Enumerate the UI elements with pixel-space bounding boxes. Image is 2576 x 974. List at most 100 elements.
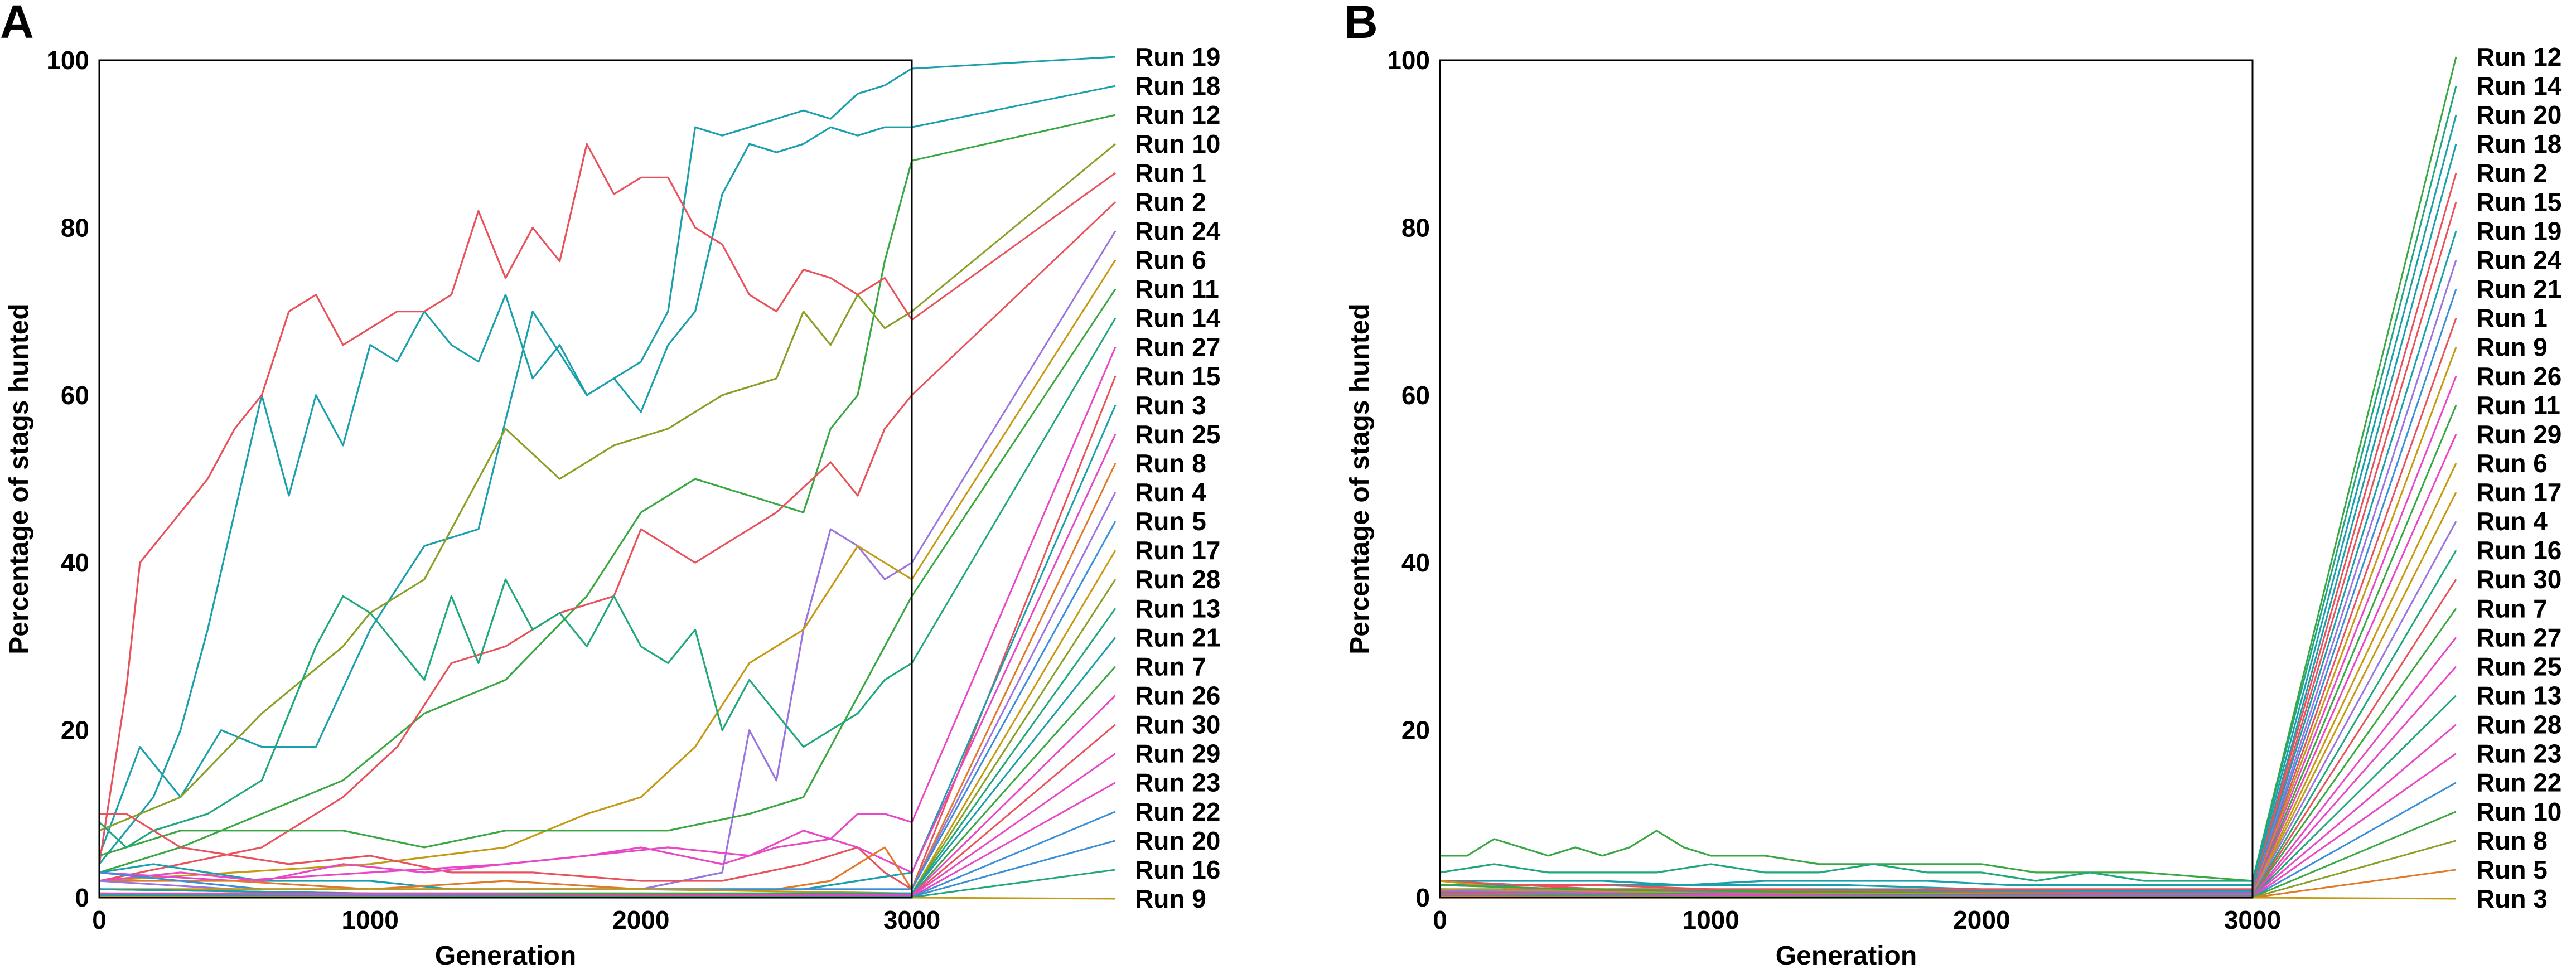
y-tick-label: 100 [46, 46, 89, 75]
series-label-run-12: Run 12 [2476, 42, 2561, 71]
legend-connector [911, 724, 1116, 897]
series-label-run-2: Run 2 [1135, 187, 1206, 216]
y-tick-label: 0 [1415, 883, 1430, 912]
series-line-run-27 [99, 813, 912, 882]
legend-connector [911, 840, 1116, 898]
series-label-run-6: Run 6 [1135, 245, 1206, 274]
legend-connector [911, 201, 1117, 396]
y-tick-label: 40 [1401, 548, 1430, 577]
legend-connector [911, 405, 1117, 873]
legend-connector [911, 434, 1117, 873]
legend-connector [2251, 289, 2457, 893]
legend-connector [911, 521, 1117, 890]
x-tick-label: 2000 [612, 905, 669, 934]
y-tick-label: 60 [61, 381, 89, 410]
legend-connector [2251, 172, 2457, 890]
series-label-run-30: Run 30 [2476, 565, 2561, 594]
legend-connector [2252, 724, 2457, 898]
legend-connector [2251, 114, 2457, 885]
legend-connector [2251, 56, 2457, 881]
legend-connector [911, 347, 1117, 823]
series-label-run-14: Run 14 [2476, 71, 2562, 100]
series-label-run-19: Run 19 [1135, 42, 1220, 71]
series-label-run-22: Run 22 [2476, 768, 2561, 797]
legend-connector [911, 288, 1117, 597]
series-line-run-1 [98, 143, 913, 865]
series-line-run-11 [99, 595, 913, 857]
series-line-run-6 [99, 545, 912, 882]
y-tick-label: 20 [61, 716, 89, 745]
legend-connector [2251, 434, 2457, 895]
legend-connector [2251, 608, 2457, 897]
series-line-run-24 [99, 528, 912, 890]
series-label-run-29: Run 29 [1135, 739, 1220, 768]
series-label-run-23: Run 23 [1135, 768, 1220, 797]
series-label-run-7: Run 7 [2476, 594, 2548, 623]
series-line-run-10 [99, 294, 912, 832]
x-tick-label: 3000 [883, 905, 940, 934]
x-tick-label: 0 [92, 905, 107, 934]
series-label-run-2: Run 2 [2476, 158, 2548, 187]
series-line-run-19 [98, 67, 912, 856]
legend-connector [2251, 376, 2457, 894]
series-label-run-4: Run 4 [1135, 478, 1206, 507]
y-axis-label: Percentage of stags hunted [1345, 303, 1375, 654]
series-label-run-27: Run 27 [2476, 623, 2561, 652]
series-label-run-3: Run 3 [2476, 884, 2548, 913]
legend-connector [911, 376, 1117, 890]
series-label-run-25: Run 25 [2476, 652, 2561, 681]
series-label-run-4: Run 4 [2476, 507, 2548, 536]
series-line-run-20 [1440, 880, 2253, 886]
x-tick-label: 1000 [341, 905, 398, 934]
series-label-run-9: Run 9 [2476, 333, 2548, 362]
panel-letter: B [1344, 0, 1378, 48]
series-label-run-21: Run 21 [2476, 275, 2561, 304]
legend-connector [911, 695, 1117, 896]
series-label-run-14: Run 14 [1135, 304, 1221, 333]
y-axis-label: Percentage of stags hunted [4, 303, 34, 654]
legend-connector [2251, 666, 2457, 898]
legend-connector [2251, 318, 2457, 894]
series-label-run-1: Run 1 [1135, 158, 1206, 187]
legend-connector [911, 143, 1116, 312]
y-tick-label: 0 [75, 883, 89, 912]
x-axis-label: Generation [1776, 941, 1917, 971]
legend-connector [2252, 811, 2457, 898]
series-label-run-17: Run 17 [1135, 536, 1220, 565]
series-label-run-15: Run 15 [2476, 187, 2561, 216]
legend-connector [2251, 579, 2457, 897]
series-label-run-13: Run 13 [1135, 594, 1220, 623]
legend-connector [911, 114, 1116, 162]
series-label-run-20: Run 20 [1135, 826, 1220, 855]
legend-connector [2251, 201, 2457, 891]
legend-connector [911, 753, 1116, 897]
series-line-run-14 [1439, 863, 2253, 882]
series-label-run-12: Run 12 [1135, 100, 1220, 129]
legend-connector [2252, 869, 2457, 899]
series-label-run-15: Run 15 [1135, 362, 1220, 391]
legend-connector [911, 579, 1117, 894]
series-line-run-18 [98, 126, 912, 865]
y-tick-label: 80 [61, 213, 89, 242]
legend-connector [2251, 463, 2457, 896]
legend-connector [911, 56, 1116, 70]
series-label-run-20: Run 20 [2476, 100, 2561, 129]
series-label-run-7: Run 7 [1135, 652, 1206, 681]
legend-connector [2251, 405, 2457, 895]
series-label-run-30: Run 30 [1135, 710, 1220, 739]
series-label-run-27: Run 27 [1135, 333, 1220, 362]
legend-connector [2252, 897, 2457, 900]
series-label-run-10: Run 10 [2476, 797, 2561, 826]
legend-connector [2252, 753, 2457, 898]
legend-connector [911, 492, 1117, 890]
series-label-run-9: Run 9 [1135, 884, 1206, 913]
legend-connector [2251, 347, 2457, 894]
series-label-run-21: Run 21 [1135, 623, 1220, 652]
x-axis-label: Generation [435, 941, 576, 971]
series-label-run-11: Run 11 [1135, 275, 1219, 304]
x-tick-label: 0 [1433, 905, 1447, 934]
series-line-run-25 [99, 830, 912, 882]
legend-connector [911, 172, 1116, 321]
